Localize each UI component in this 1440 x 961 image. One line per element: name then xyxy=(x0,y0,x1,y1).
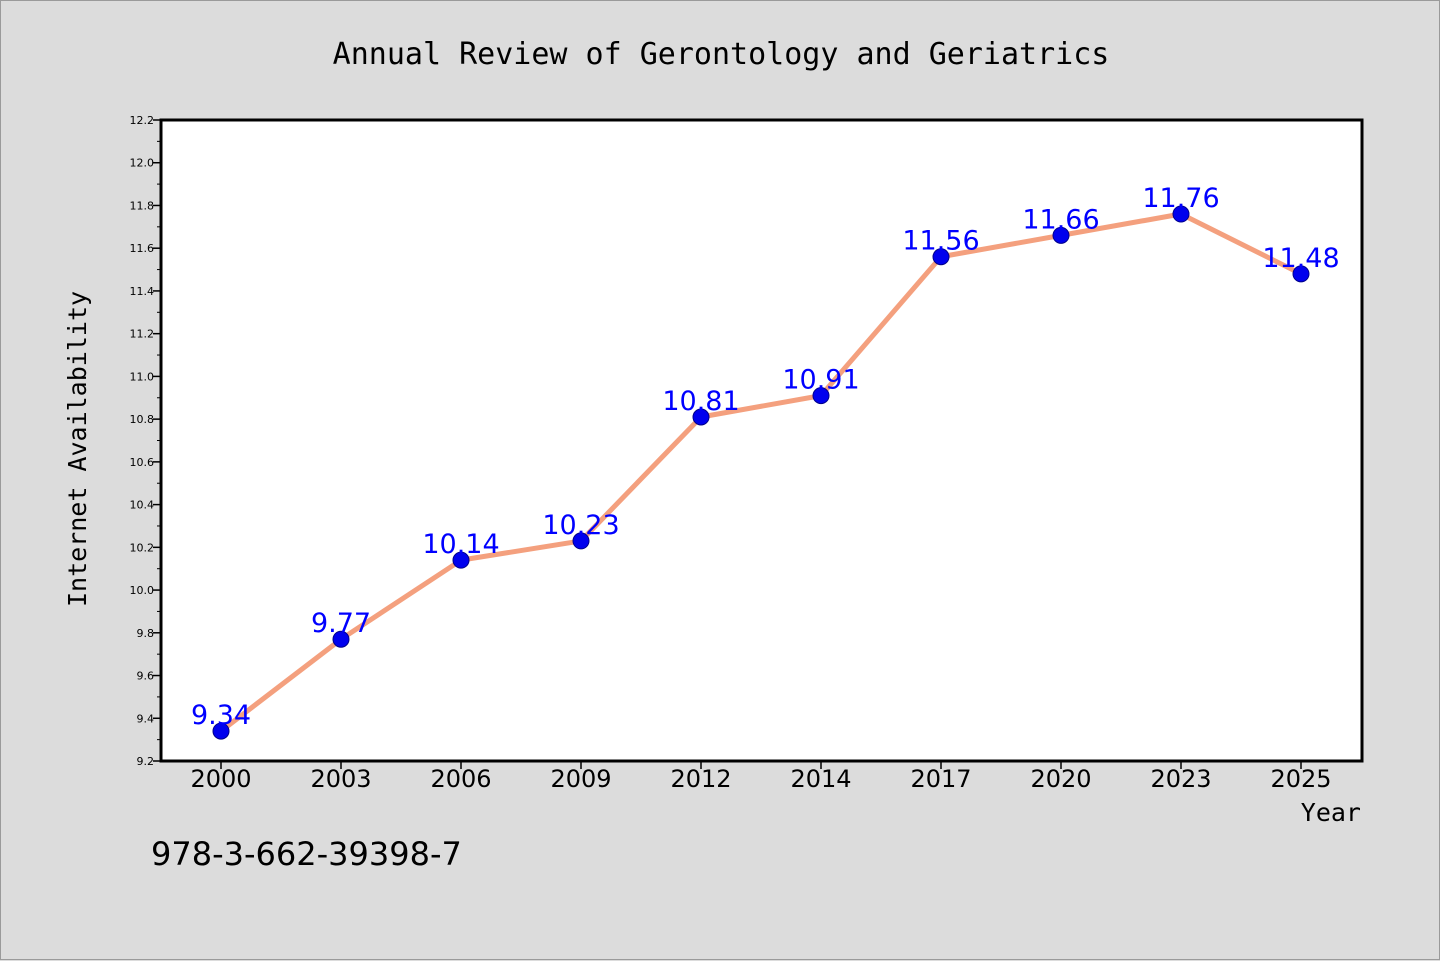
data-label: 11.66 xyxy=(1022,204,1099,235)
data-label: 11.76 xyxy=(1142,183,1219,214)
data-point xyxy=(332,630,350,648)
data-point xyxy=(692,408,710,426)
data-label: 10.91 xyxy=(782,365,859,396)
data-label: 9.77 xyxy=(311,608,371,639)
x-tick-label: 2012 xyxy=(670,765,731,793)
data-point xyxy=(1052,226,1070,244)
x-tick-label: 2000 xyxy=(190,765,251,793)
y-tick-label: 9.4 xyxy=(137,712,155,725)
y-tick-label: 10.4 xyxy=(130,499,155,512)
x-axis: 2000 2003 2006 2009 2012 2014 2017 2020 2023 2025 xyxy=(190,761,1332,793)
data-point xyxy=(1172,205,1190,223)
x-axis-label: Year xyxy=(1301,798,1361,827)
y-tick-label: 10.8 xyxy=(130,413,155,426)
x-tick-label: 2017 xyxy=(910,765,971,793)
y-tick-label: 10.6 xyxy=(130,456,155,469)
y-tick-label: 9.2 xyxy=(137,755,155,768)
y-axis: 9.2 9.4 9.6 9.8 10.0 10.2 10.4 10.6 10.8 11.0 11.2… xyxy=(130,114,161,768)
data-point xyxy=(212,722,230,740)
footer-text: 978-3-662-39398-7 xyxy=(151,835,462,873)
x-tick-label: 2003 xyxy=(310,765,371,793)
x-tick-label: 2023 xyxy=(1150,765,1211,793)
data-point xyxy=(452,551,470,569)
y-tick-label: 12.2 xyxy=(130,114,155,127)
plot-area xyxy=(159,118,1364,763)
data-point xyxy=(1292,265,1310,283)
data-label: 11.56 xyxy=(902,226,979,257)
data-point xyxy=(932,248,950,266)
data-point xyxy=(572,532,590,550)
chart-title: Annual Review of Gerontology and Geriatr… xyxy=(333,37,1110,72)
y-tick-label: 11.6 xyxy=(130,242,155,255)
data-label: 11.48 xyxy=(1262,243,1339,274)
data-label: 10.14 xyxy=(422,529,499,560)
series-group: 9.34 9.77 10.14 10.23 10.81 10.91 11.56 11.66 11… xyxy=(191,183,1340,740)
y-tick-label: 11.2 xyxy=(130,328,155,341)
y-tick-label: 12.0 xyxy=(130,157,155,170)
y-tick-label: 10.2 xyxy=(130,541,155,554)
x-tick-label: 2025 xyxy=(1270,765,1331,793)
data-label: 10.23 xyxy=(542,510,619,541)
data-label: 9.34 xyxy=(191,700,251,731)
x-tick-label: 2020 xyxy=(1030,765,1091,793)
x-tick-label: 2014 xyxy=(790,765,851,793)
y-tick-label: 11.8 xyxy=(130,199,155,212)
y-tick-label: 9.8 xyxy=(137,627,155,640)
data-label: 10.81 xyxy=(662,386,739,417)
y-tick-label: 10.0 xyxy=(130,584,155,597)
y-tick-label: 9.6 xyxy=(137,670,155,683)
y-axis-label: Internet Availability xyxy=(63,291,92,607)
y-tick-label: 11.0 xyxy=(130,370,155,383)
series-line xyxy=(218,211,1304,734)
y-tick-label: 11.4 xyxy=(130,285,155,298)
x-tick-label: 2009 xyxy=(550,765,611,793)
data-point xyxy=(812,387,830,405)
x-tick-label: 2006 xyxy=(430,765,491,793)
